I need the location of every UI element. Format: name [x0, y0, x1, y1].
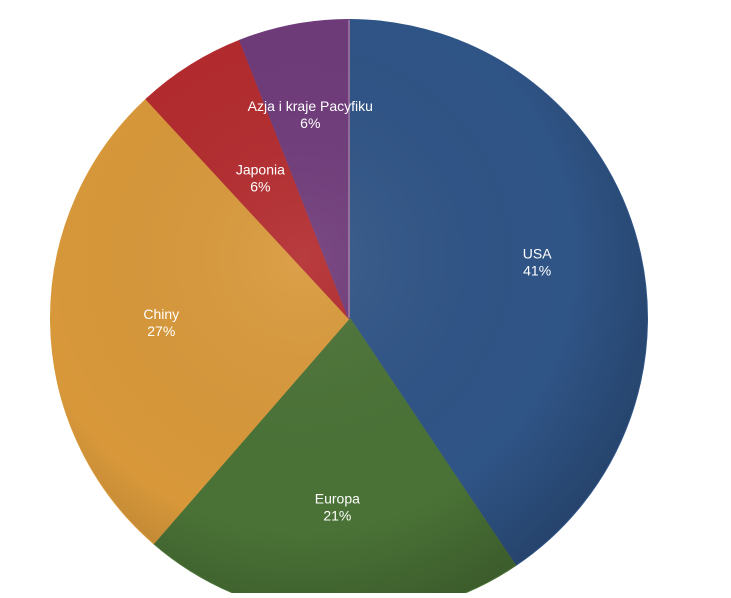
- slice-label-japonia: Japonia: [236, 162, 285, 178]
- slice-value-chiny: 27%: [147, 323, 175, 339]
- slice-label-azja-i-kraje-pacyfiku: Azja i kraje Pacyfiku: [248, 98, 373, 114]
- slice-value-japonia: 6%: [250, 179, 270, 195]
- slice-label-usa: USA: [523, 246, 552, 262]
- slice-value-azja-i-kraje-pacyfiku: 6%: [300, 115, 320, 131]
- slice-label-europa: Europa: [315, 490, 360, 506]
- slice-value-europa: 21%: [323, 507, 351, 523]
- slice-value-usa: 41%: [523, 263, 551, 279]
- slice-label-chiny: Chiny: [143, 306, 179, 322]
